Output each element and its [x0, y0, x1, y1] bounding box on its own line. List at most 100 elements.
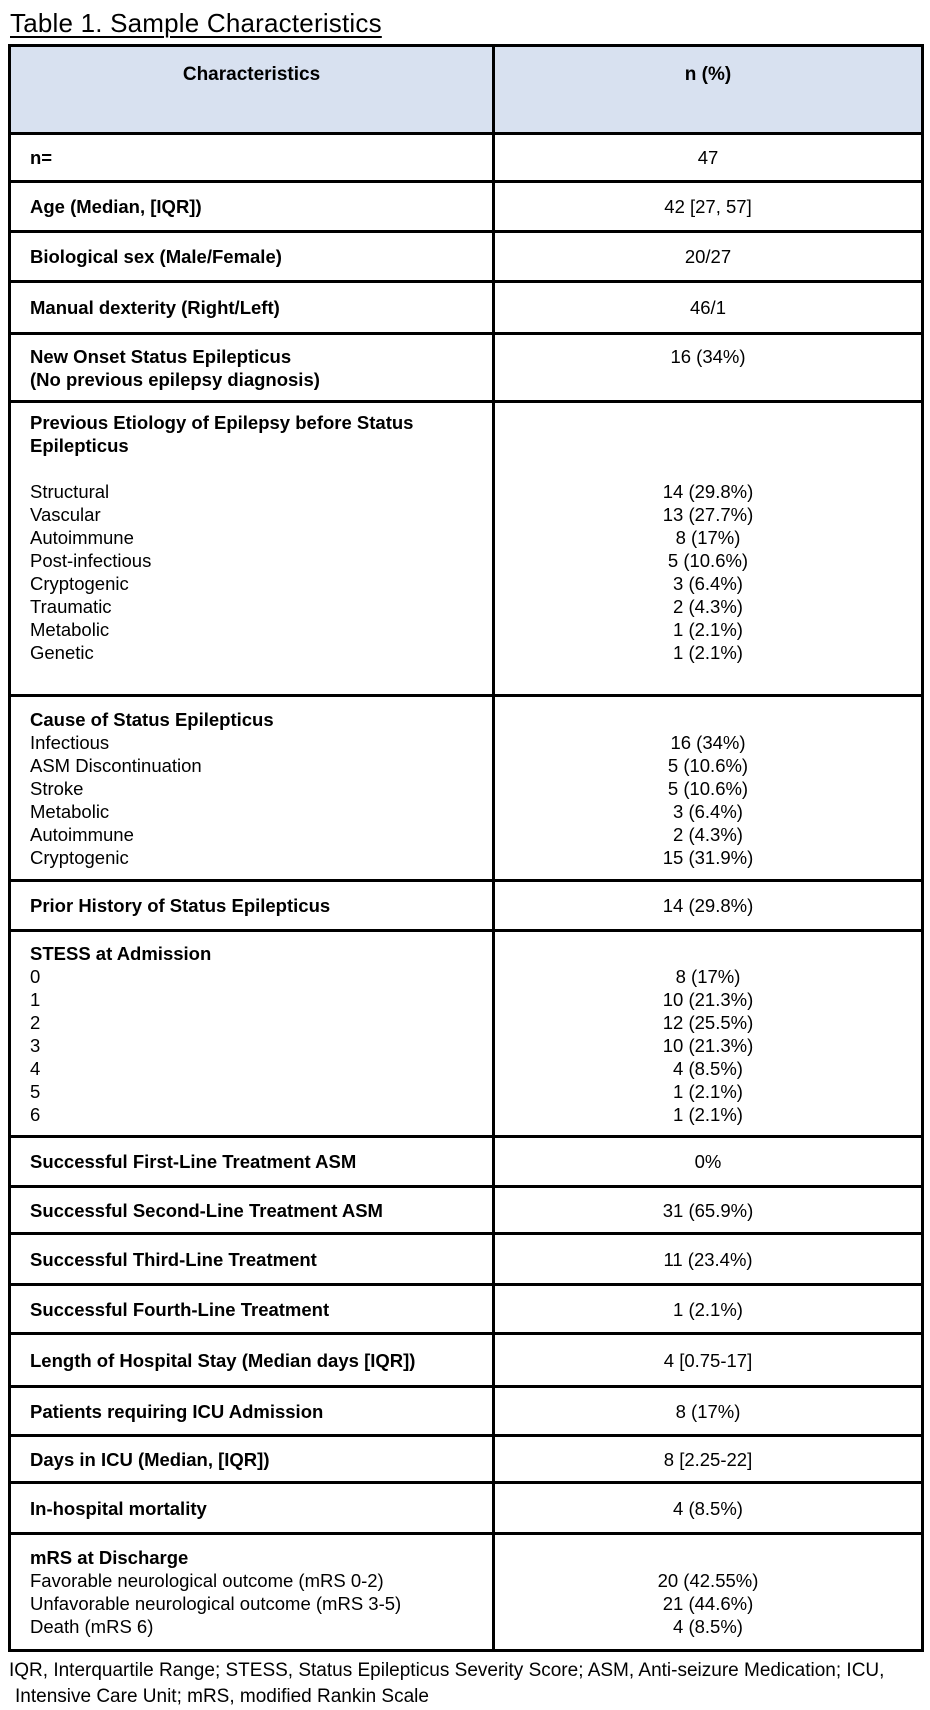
characteristic-value: 21 (44.6%): [662, 1593, 754, 1614]
characteristic-label: Death (mRS 6): [30, 1616, 154, 1637]
value-cell-previous-etiology-of-epilepsy: 14 (29.8%) 13 (27.7%) 8 (17%) 5 (10.6%) 3 (6…: [492, 400, 924, 697]
characteristic-value: 8 (17%): [675, 1400, 741, 1422]
characteristic-label: Epilepticus: [30, 434, 129, 456]
table-row-new-onset-status-epilepticus: New Onset Status Epilepticus (No previous…: [8, 332, 924, 403]
characteristic-label: Previous Etiology of Epilepsy before Sta…: [30, 411, 414, 433]
characteristic-label: Successful Second-Line Treatment ASM: [30, 1199, 383, 1221]
table-row-stess-at-admission: STESS at Admission 0 1 2 3 4 5 6 8 (17%) 10 (21.…: [8, 929, 924, 1138]
table-row-mrs-at-discharge: mRS at Discharge Favorable neurological o…: [8, 1532, 924, 1652]
characteristic-value: 42 [27, 57]: [664, 196, 752, 217]
characteristic-value: 14 (29.8%): [662, 895, 754, 916]
characteristic-cell-successful-third-line-treatment: Successful Third-Line Treatment: [8, 1232, 495, 1286]
characteristic-value: 5 (10.6%): [667, 777, 749, 799]
characteristic-cell-previous-etiology-of-epilepsy: Previous Etiology of Epilepsy before Sta…: [8, 400, 495, 697]
characteristic-value: 1 (2.1%): [673, 1080, 743, 1102]
characteristic-value: 16 (34%): [670, 731, 746, 753]
characteristic-value: 1 (2.1%): [673, 1103, 743, 1125]
characteristic-label: Structural: [30, 480, 110, 502]
characteristic-value: 4 (8.5%): [673, 1616, 743, 1637]
characteristic-value: 12 (25.5%): [662, 1011, 754, 1033]
value-cell-patients-requiring-icu-admission: 8 (17%): [492, 1385, 924, 1437]
characteristic-cell-length-of-hospital-stay: Length of Hospital Stay (Median days [IQ…: [8, 1332, 495, 1388]
characteristic-value: 2 (4.3%): [673, 823, 743, 845]
characteristic-cell-prior-history-of-status-epilepticus: Prior History of Status Epilepticus: [8, 879, 495, 932]
table-row-age: Age (Median, [IQR]) 42 [27, 57]: [8, 180, 924, 233]
value-cell-successful-second-line-treatment: 31 (65.9%): [492, 1185, 924, 1235]
characteristic-value: 47: [697, 147, 719, 168]
characteristic-label: In-hospital mortality: [30, 1497, 207, 1519]
characteristic-value: [497, 457, 920, 480]
characteristic-cell-successful-second-line-treatment: Successful Second-Line Treatment ASM: [8, 1185, 495, 1235]
characteristic-label: [30, 457, 482, 480]
value-cell-manual-dexterity: 46/1: [492, 280, 924, 335]
value-cell-length-of-hospital-stay: 4 [0.75-17]: [492, 1332, 924, 1388]
characteristic-cell-cause-of-status-epilepticus: Cause of Status Epilepticus Infectious ASM…: [8, 694, 495, 882]
characteristic-label: New Onset Status Epilepticus: [30, 345, 292, 367]
characteristic-cell-new-onset-status-epilepticus: New Onset Status Epilepticus (No previous…: [8, 332, 495, 403]
table-footnote: IQR, Interquartile Range; STESS, Status …: [9, 1658, 922, 1710]
characteristic-label: Unfavorable neurological outcome (mRS 3-…: [30, 1593, 402, 1614]
table-row-successful-third-line-treatment: Successful Third-Line Treatment 11 (23.4%…: [8, 1232, 924, 1286]
table-row-cause-of-status-epilepticus: Cause of Status Epilepticus Infectious ASM…: [8, 694, 924, 882]
table-row-length-of-hospital-stay: Length of Hospital Stay (Median days [IQ…: [8, 1332, 924, 1388]
characteristic-label: Successful Third-Line Treatment: [30, 1248, 317, 1270]
characteristic-label: mRS at Discharge: [30, 1547, 189, 1568]
value-cell-in-hospital-mortality: 4 (8.5%): [492, 1481, 924, 1535]
characteristic-label: ASM Discontinuation: [30, 754, 202, 776]
characteristic-value: 8 (17%): [675, 526, 741, 548]
table-row-patients-requiring-icu-admission: Patients requiring ICU Admission 8 (17%): [8, 1385, 924, 1437]
table-row-in-hospital-mortality: In-hospital mortality 4 (8.5%): [8, 1481, 924, 1535]
characteristic-cell-stess-at-admission: STESS at Admission 0 1 2 3 4 5 6: [8, 929, 495, 1138]
value-cell-prior-history-of-status-epilepticus: 14 (29.8%): [492, 879, 924, 932]
header-characteristics: Characteristics: [8, 44, 495, 135]
characteristic-cell-biological-sex: Biological sex (Male/Female): [8, 230, 495, 283]
characteristic-value: 2 (4.3%): [673, 595, 743, 617]
characteristic-label: Traumatic: [30, 595, 112, 617]
characteristic-value: [497, 368, 920, 391]
characteristic-cell-successful-first-line-treatment: Successful First-Line Treatment ASM: [8, 1135, 495, 1188]
characteristic-value: 5 (10.6%): [667, 549, 749, 571]
characteristic-value: [497, 1546, 920, 1569]
characteristic-cell-in-hospital-mortality: In-hospital mortality: [8, 1481, 495, 1535]
value-cell-successful-fourth-line-treatment: 1 (2.1%): [492, 1283, 924, 1335]
characteristic-label: Prior History of Status Epilepticus: [30, 895, 331, 916]
characteristic-label: 2: [30, 1011, 41, 1033]
table-row-prior-history-of-status-epilepticus: Prior History of Status Epilepticus 14 (2…: [8, 879, 924, 932]
characteristic-value: 1 (2.1%): [673, 618, 743, 640]
characteristic-value: 4 (8.5%): [673, 1497, 743, 1519]
characteristic-label: Biological sex (Male/Female): [30, 246, 282, 267]
characteristic-cell-successful-fourth-line-treatment: Successful Fourth-Line Treatment: [8, 1283, 495, 1335]
characteristic-label: 4: [30, 1057, 41, 1079]
table-header: Characteristics n (%): [8, 44, 924, 135]
characteristic-label: Cryptogenic: [30, 572, 129, 594]
characteristic-cell-days-in-icu: Days in ICU (Median, [IQR]): [8, 1434, 495, 1484]
characteristic-label: Genetic: [30, 641, 94, 663]
characteristic-value: 1 (2.1%): [673, 641, 743, 663]
characteristic-value: 20/27: [684, 246, 732, 267]
characteristic-value: 13 (27.7%): [662, 503, 754, 525]
characteristic-label: 5: [30, 1080, 41, 1102]
characteristic-value: 10 (21.3%): [662, 988, 754, 1010]
characteristic-value: 8 [2.25-22]: [663, 1448, 753, 1470]
characteristic-label: Stroke: [30, 777, 84, 799]
footnote-line-2: Intensive Care Unit; mRS, modified Ranki…: [15, 1686, 429, 1707]
characteristic-cell-n-count: n=: [8, 132, 495, 183]
value-cell-stess-at-admission: 8 (17%) 10 (21.3%) 12 (25.5%) 10 (21.3%) 4 (…: [492, 929, 924, 1138]
characteristic-label: 3: [30, 1034, 41, 1056]
value-cell-successful-third-line-treatment: 11 (23.4%): [492, 1232, 924, 1286]
header-row: Characteristics n (%): [8, 44, 924, 135]
characteristic-label: (No previous epilepsy diagnosis): [30, 368, 320, 390]
characteristic-value: [497, 664, 920, 687]
table-row-successful-fourth-line-treatment: Successful Fourth-Line Treatment 1 (2.1%): [8, 1283, 924, 1335]
value-cell-n-count: 47: [492, 132, 924, 183]
characteristic-cell-manual-dexterity: Manual dexterity (Right/Left): [8, 280, 495, 335]
characteristic-value: 31 (65.9%): [662, 1199, 754, 1221]
characteristic-label: 0: [30, 965, 41, 987]
characteristic-value: 3 (6.4%): [673, 572, 743, 594]
header-n-percent: n (%): [492, 44, 924, 135]
characteristic-value: [497, 942, 920, 965]
characteristic-value: 11 (23.4%): [663, 1248, 753, 1270]
characteristic-value: 0%: [694, 1151, 722, 1172]
characteristic-value: 46/1: [689, 297, 726, 318]
